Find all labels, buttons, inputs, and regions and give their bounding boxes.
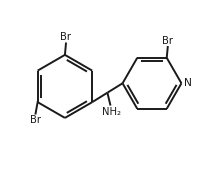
Text: NH₂: NH₂ [102,107,121,117]
Text: Br: Br [60,32,71,42]
Text: Br: Br [30,115,41,125]
Text: Br: Br [162,36,173,46]
Text: N: N [184,78,192,88]
